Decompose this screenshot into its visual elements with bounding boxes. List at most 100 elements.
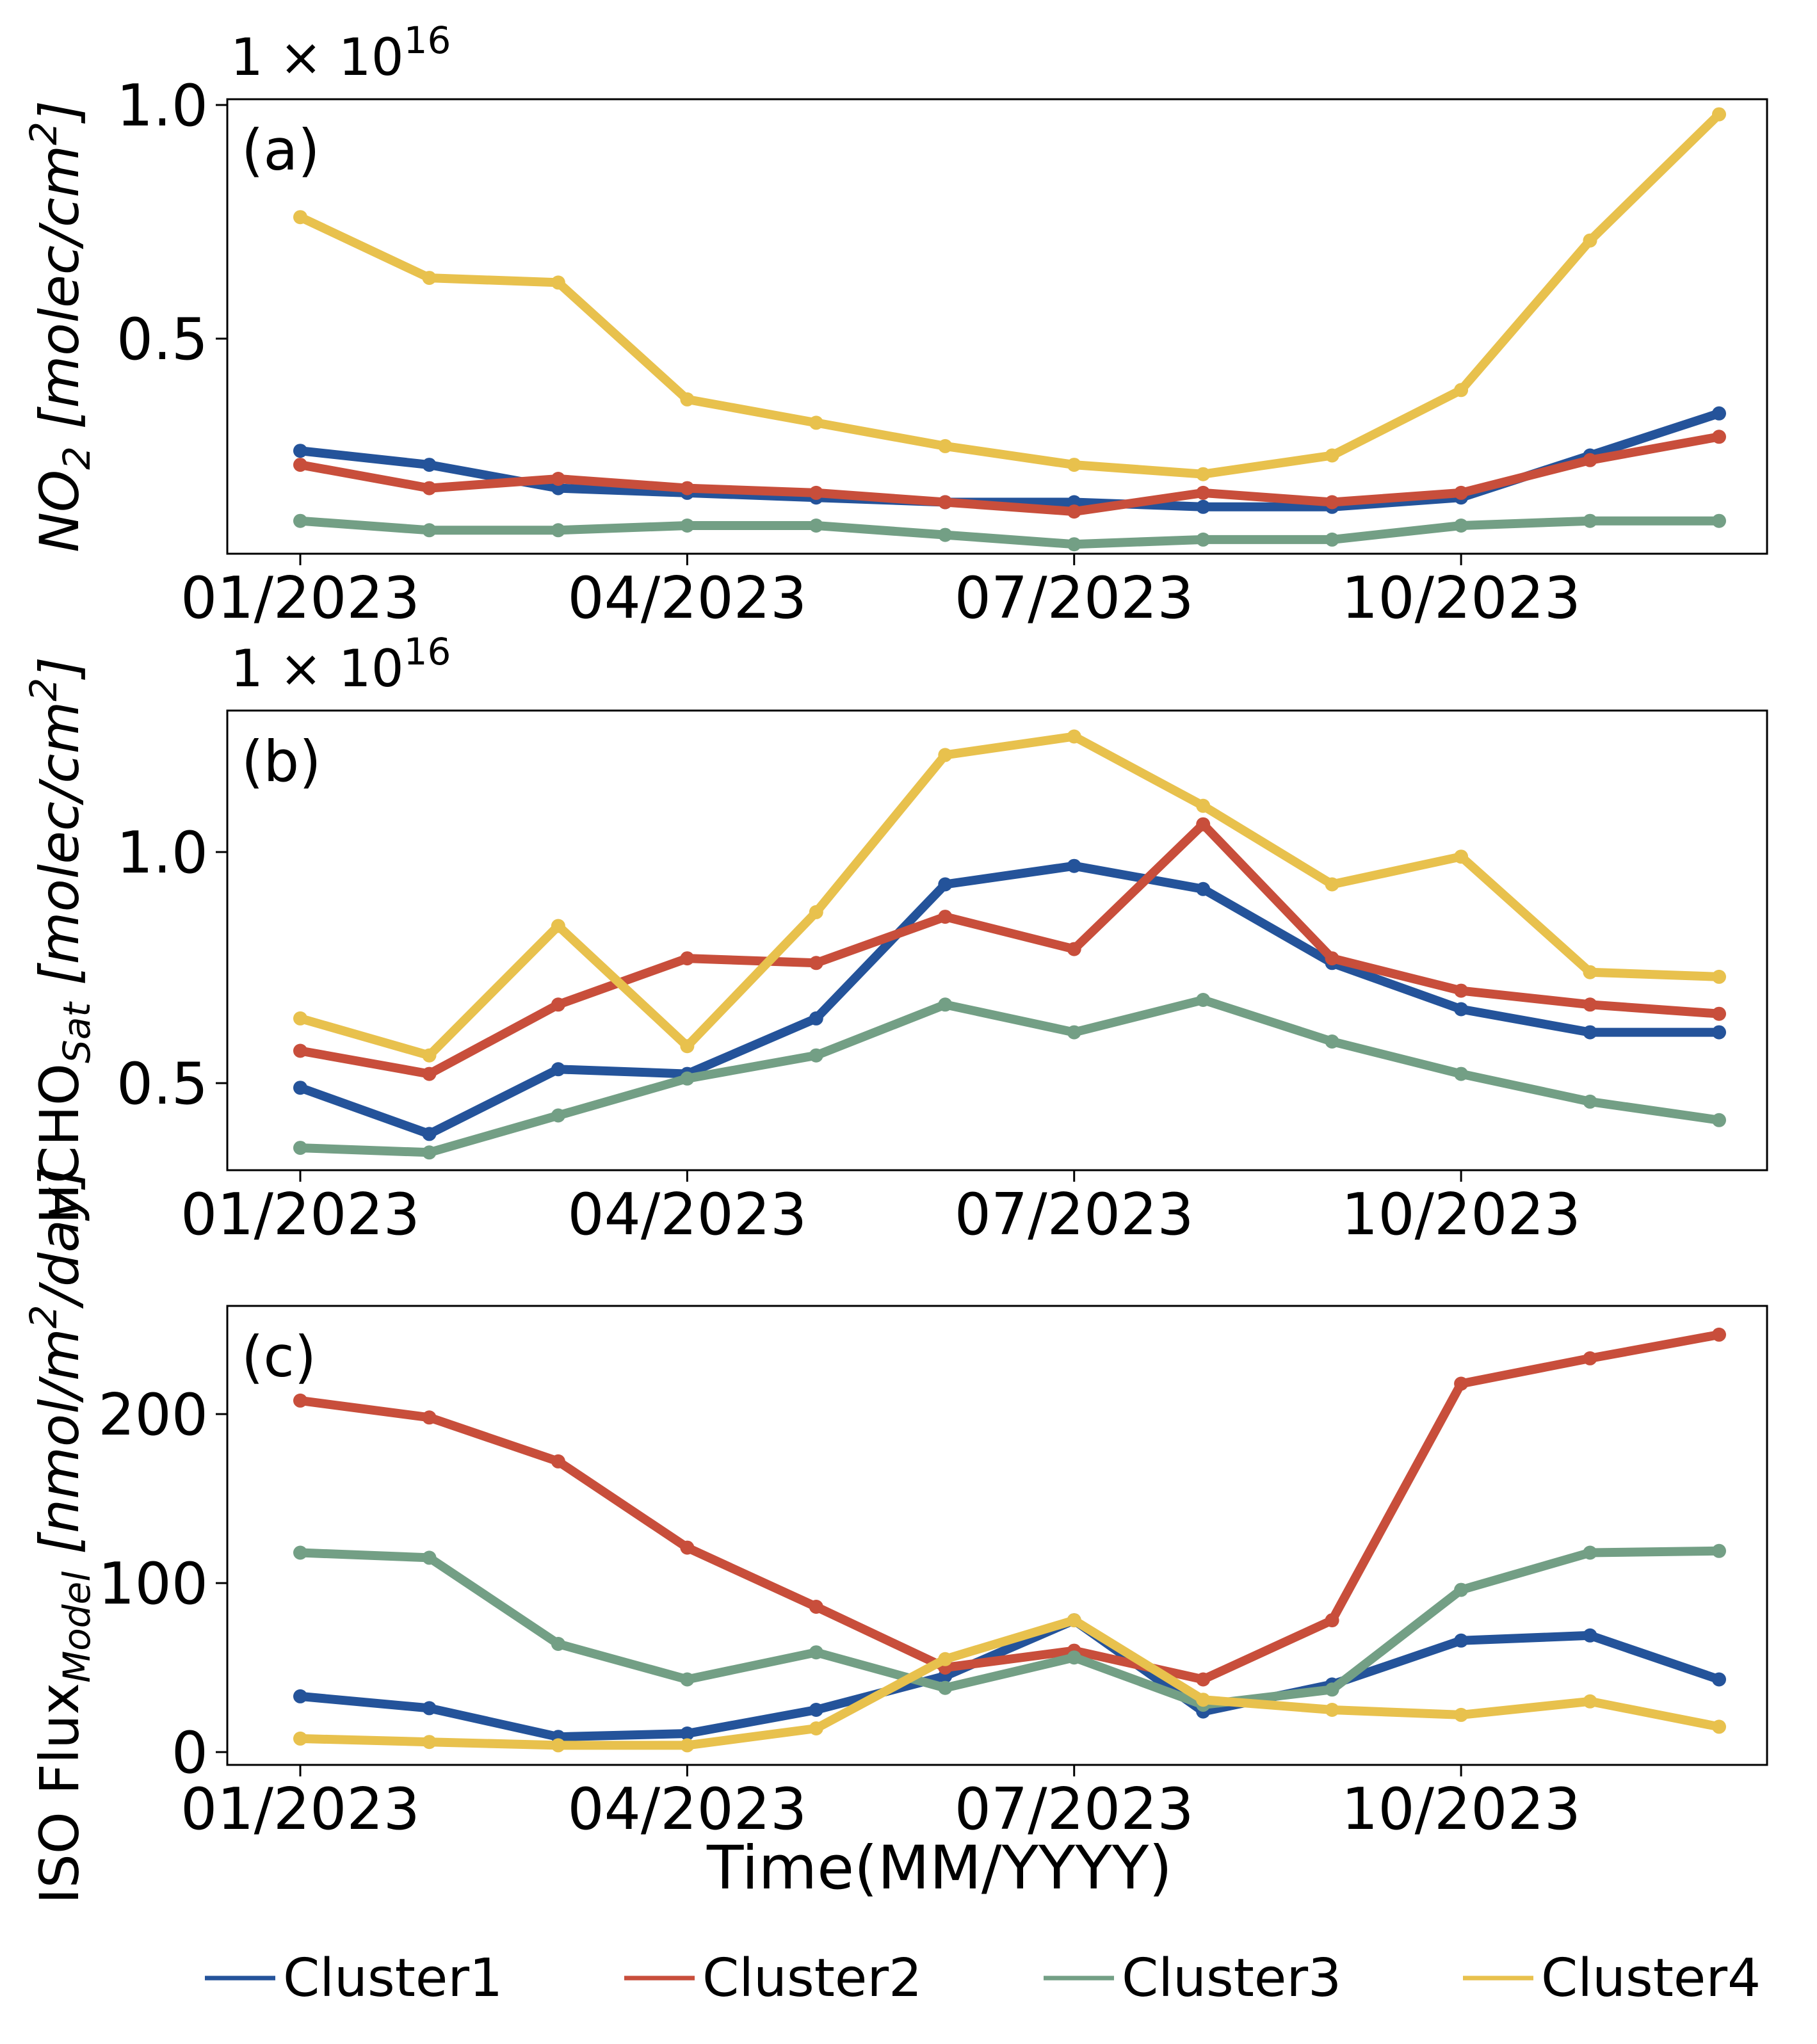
- y-axis-title-main: HCHO: [28, 1063, 91, 1224]
- data-point-cluster4: [551, 1738, 565, 1753]
- data-point-cluster4: [1067, 458, 1081, 472]
- data-point-cluster3: [1712, 1543, 1726, 1558]
- data-point-cluster2: [1583, 997, 1597, 1012]
- data-point-cluster4: [1583, 965, 1597, 979]
- y-tick-label: 0: [172, 1719, 208, 1787]
- data-point-cluster1: [422, 1127, 437, 1141]
- series-line-cluster2: [296, 432, 1724, 517]
- data-point-cluster4: [551, 919, 565, 933]
- data-point-cluster1: [1196, 499, 1211, 514]
- x-tick-label: 01/2023: [181, 565, 420, 632]
- legend: Cluster1 Cluster2 Cluster3 Cluster4: [205, 1948, 1761, 2009]
- data-point-cluster4: [1712, 107, 1726, 122]
- y-axis-title-sub: Model: [55, 1572, 99, 1683]
- data-point-cluster4: [1196, 1693, 1211, 1707]
- data-point-cluster4: [938, 439, 953, 453]
- data-point-cluster1: [1583, 1025, 1597, 1040]
- data-point-cluster3: [1454, 519, 1469, 533]
- data-point-cluster3: [551, 1637, 565, 1651]
- data-point-cluster3: [551, 523, 565, 538]
- data-point-cluster1: [1712, 406, 1726, 421]
- data-point-cluster4: [422, 271, 437, 286]
- scale-factor-base: 1 × 10: [230, 28, 404, 87]
- data-point-cluster2: [1325, 1613, 1339, 1628]
- data-point-cluster2: [1712, 1006, 1726, 1021]
- series-line-cluster4: [296, 109, 1724, 479]
- y-tick-label: 100: [98, 1550, 208, 1618]
- data-point-cluster4: [1454, 849, 1469, 864]
- y-tick-label: 1.0: [117, 72, 208, 140]
- data-point-cluster3: [1196, 532, 1211, 547]
- data-point-cluster4: [293, 210, 307, 225]
- data-point-cluster2: [1067, 942, 1081, 956]
- y-axis-title-units-sup: 2: [22, 678, 65, 702]
- data-point-cluster3: [293, 1545, 307, 1560]
- data-point-cluster3: [1454, 1582, 1469, 1597]
- data-point-cluster4: [680, 392, 695, 406]
- data-point-cluster1: [1583, 1628, 1597, 1643]
- y-tick-label: 0.5: [117, 1050, 208, 1118]
- data-point-cluster2: [422, 481, 437, 495]
- x-tick-label: 04/2023: [567, 1181, 807, 1248]
- data-point-cluster3: [1583, 1094, 1597, 1109]
- data-point-cluster1: [1454, 1633, 1469, 1648]
- data-point-cluster3: [422, 1550, 437, 1565]
- y-axis-title-units-sup: 2: [22, 122, 65, 145]
- y-axis-title-units: [molec/cm: [28, 702, 91, 1002]
- y-axis-title: ISO FluxModel [nmol/m2/day]: [22, 1167, 99, 1904]
- x-tick-label: 04/2023: [567, 1776, 807, 1843]
- data-point-cluster1: [1712, 1672, 1726, 1687]
- data-point-cluster4: [1325, 1703, 1339, 1717]
- data-point-cluster3: [938, 527, 953, 542]
- data-point-cluster1: [809, 1011, 823, 1026]
- data-point-cluster4: [1325, 448, 1339, 463]
- x-tick-label: 07/2023: [955, 1181, 1194, 1248]
- data-point-cluster3: [809, 1048, 823, 1063]
- data-point-cluster3: [1325, 1034, 1339, 1049]
- data-point-cluster4: [1067, 729, 1081, 744]
- data-point-cluster2: [809, 956, 823, 970]
- series-line-cluster2: [296, 819, 1724, 1079]
- series-line-cluster1: [296, 861, 1724, 1139]
- data-point-cluster4: [1454, 383, 1469, 398]
- legend-label-cluster4: Cluster4: [1541, 1948, 1761, 2009]
- data-point-cluster3: [293, 1141, 307, 1155]
- data-point-cluster2: [293, 1043, 307, 1058]
- data-point-cluster3: [1583, 1545, 1597, 1560]
- data-point-cluster1: [809, 1703, 823, 1717]
- series-line-cluster3: [296, 1546, 1724, 1710]
- data-point-cluster3: [1325, 532, 1339, 547]
- data-point-cluster2: [1583, 453, 1597, 467]
- data-point-cluster1: [1067, 858, 1081, 873]
- data-point-cluster1: [293, 1689, 307, 1703]
- legend-label-cluster3: Cluster3: [1122, 1948, 1341, 2009]
- panel-label: (c): [241, 1324, 316, 1390]
- panel-label: (b): [241, 728, 321, 794]
- data-point-cluster1: [1712, 1025, 1726, 1040]
- series-line-cluster2: [296, 1330, 1724, 1684]
- data-point-cluster3: [293, 513, 307, 528]
- data-point-cluster4: [422, 1048, 437, 1063]
- y-tick-label: 0.5: [117, 306, 208, 373]
- data-point-cluster4: [938, 1652, 953, 1666]
- data-point-cluster4: [680, 1738, 695, 1753]
- data-point-cluster4: [293, 1731, 307, 1746]
- x-tick-label: 10/2023: [1341, 1181, 1581, 1248]
- scale-factor-label: 1 × 1016: [230, 19, 451, 87]
- data-point-cluster3: [551, 1108, 565, 1123]
- data-point-cluster3: [680, 1672, 695, 1687]
- data-point-cluster3: [1712, 513, 1726, 528]
- series-line-cluster4: [296, 732, 1724, 1060]
- data-point-cluster4: [1067, 1613, 1081, 1628]
- data-point-cluster1: [1196, 881, 1211, 896]
- data-point-cluster3: [1067, 537, 1081, 552]
- data-point-cluster2: [551, 1454, 565, 1469]
- scale-factor-label: 1 × 1016: [230, 630, 451, 698]
- data-point-cluster3: [680, 519, 695, 533]
- data-point-cluster3: [680, 1071, 695, 1086]
- y-tick-label: 200: [98, 1381, 208, 1449]
- data-point-cluster2: [293, 1393, 307, 1408]
- y-axis-title-sub: Sat: [55, 1001, 99, 1063]
- data-point-cluster4: [1583, 1694, 1597, 1709]
